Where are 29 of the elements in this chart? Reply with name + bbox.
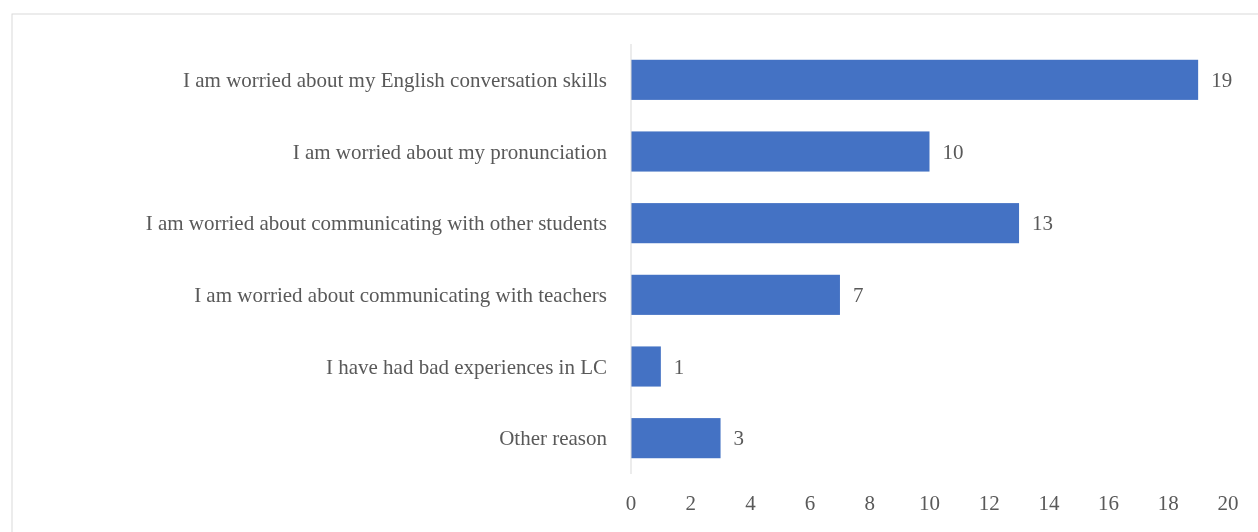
bar [631, 418, 721, 459]
x-tick-label: 18 [1157, 491, 1179, 515]
bar [631, 131, 930, 172]
y-tick-label: I am worried about my English conversation skills [182, 67, 607, 92]
data-label: 1 [673, 354, 685, 379]
bar [631, 203, 1020, 244]
data-label: 10 [942, 139, 964, 164]
x-tick-label: 2 [685, 491, 696, 515]
x-tick-label: 16 [1098, 491, 1120, 515]
data-label: 7 [852, 282, 864, 307]
bar [631, 346, 661, 387]
y-tick-label: I am worried about my pronunciation [292, 139, 608, 164]
data-label: 13 [1032, 211, 1054, 236]
x-tick-label: 0 [625, 491, 637, 515]
y-tick-label: I am worried about communicating with teachers [194, 282, 607, 307]
x-tick-label: 14 [1038, 491, 1060, 515]
bar [631, 274, 840, 315]
x-tick-label: 12 [978, 491, 1000, 515]
y-tick-label: Other reason [499, 426, 608, 451]
y-tick-label: I have had bad experiences in LC [325, 354, 607, 379]
y-tick-label: I am worried about communicating with other students [145, 211, 607, 236]
x-tick-label: 8 [864, 491, 876, 515]
data-label: 19 [1211, 67, 1233, 92]
x-tick-label: 10 [919, 491, 940, 515]
x-tick-label: 20 [1217, 491, 1239, 515]
x-tick-label: 4 [745, 491, 757, 515]
x-tick-label: 6 [804, 491, 816, 515]
bar [631, 59, 1199, 100]
data-label: 3 [733, 426, 745, 451]
